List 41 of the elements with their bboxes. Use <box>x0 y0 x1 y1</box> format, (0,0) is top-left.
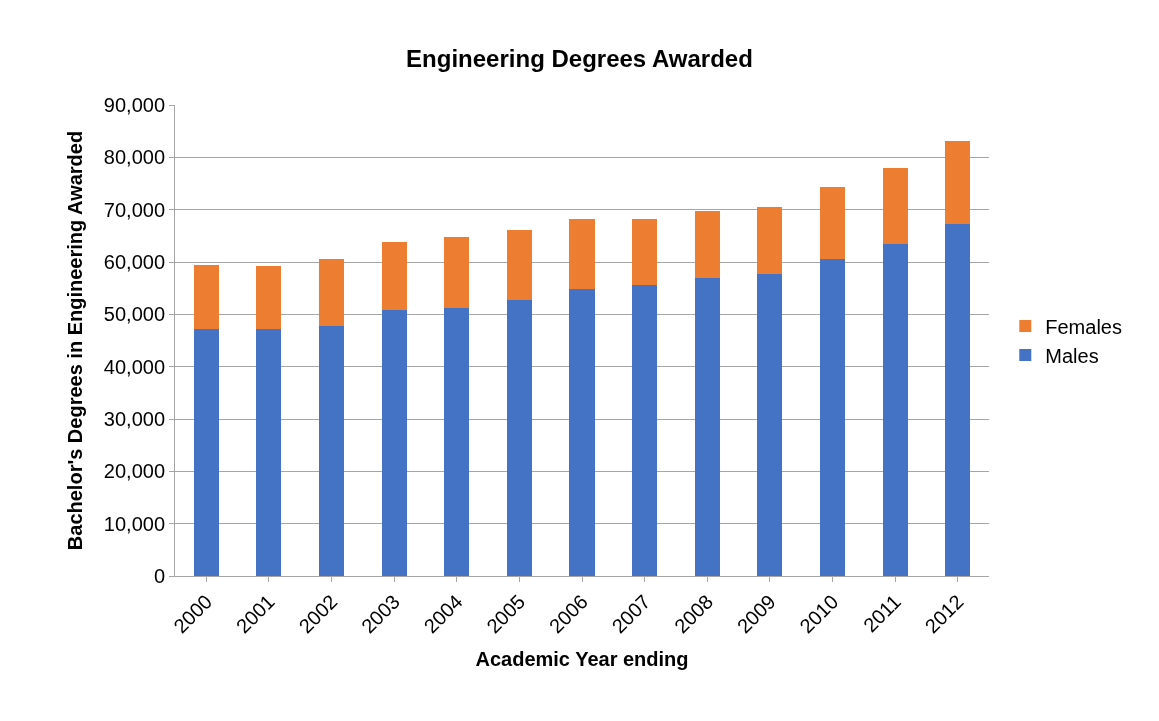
bar <box>381 242 407 311</box>
bar <box>694 210 720 279</box>
x-axis-title: Academic Year ending <box>475 647 689 670</box>
bar <box>256 328 282 576</box>
bar <box>319 325 345 576</box>
legend-label: Males <box>1045 344 1099 367</box>
chart-title: Engineering Degrees Awarded <box>406 45 753 73</box>
bar <box>506 299 532 576</box>
y-tick-label: 0 <box>153 565 165 587</box>
y-axis-title: Bachelor's Degrees in Engineering Awarded <box>64 130 87 551</box>
bar <box>945 140 971 224</box>
bar <box>506 230 532 300</box>
bar <box>193 265 219 329</box>
y-tick-label: 90,000 <box>103 94 165 116</box>
bar <box>632 285 658 576</box>
bar <box>819 186 845 259</box>
bar <box>819 258 845 576</box>
bar <box>444 237 470 308</box>
bar <box>757 274 783 576</box>
bar <box>882 167 908 244</box>
bar <box>569 289 595 576</box>
y-tick-label: 20,000 <box>103 460 165 483</box>
bar <box>381 310 407 576</box>
bar <box>193 328 219 576</box>
bar <box>882 243 908 576</box>
y-tick-label: 50,000 <box>103 303 165 326</box>
y-tick-label: 40,000 <box>103 355 165 378</box>
bar <box>694 278 720 576</box>
y-tick-label: 10,000 <box>103 512 165 535</box>
legend-label: Females <box>1045 315 1122 338</box>
bar <box>757 206 783 275</box>
bar <box>256 266 282 329</box>
bar <box>945 223 971 576</box>
bar <box>319 258 345 326</box>
y-tick-label: 80,000 <box>103 146 165 169</box>
bar <box>444 307 470 576</box>
bar <box>569 218 595 290</box>
y-tick-label: 30,000 <box>103 408 165 430</box>
y-tick-label: 70,000 <box>103 198 165 221</box>
bar <box>632 218 658 286</box>
y-tick-label: 60,000 <box>103 251 165 273</box>
